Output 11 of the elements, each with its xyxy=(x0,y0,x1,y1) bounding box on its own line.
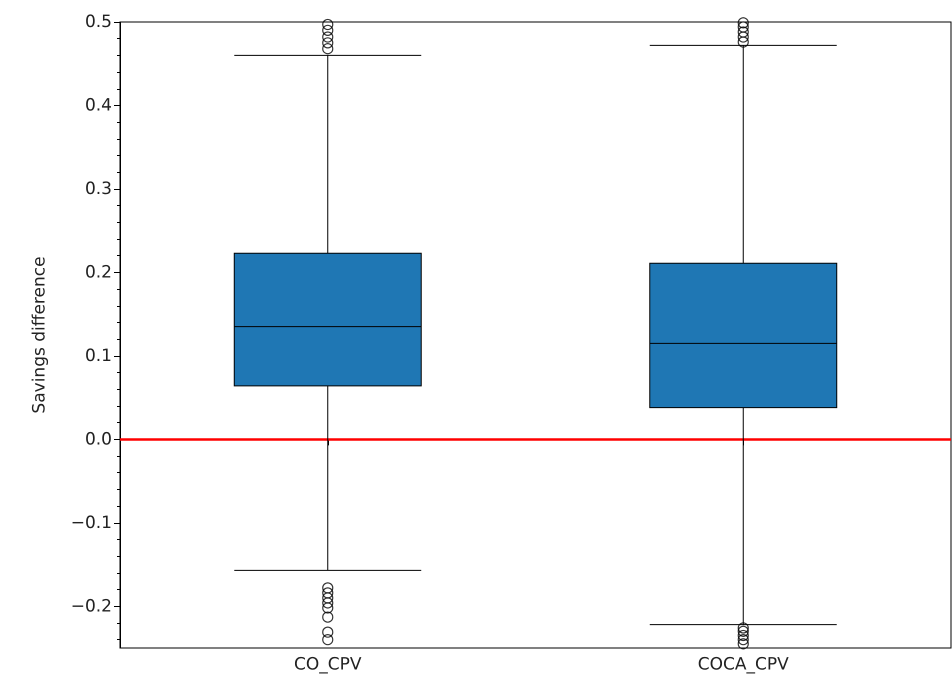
y-tick-label: −0.2 xyxy=(70,596,112,616)
x-tick-label: CO_CPV xyxy=(294,654,362,674)
y-tick-label: 0.3 xyxy=(84,178,112,199)
x-tick-label: COCA_CPV xyxy=(698,654,790,674)
y-tick-label: 0.1 xyxy=(84,346,112,366)
y-axis-title: Savings difference xyxy=(30,256,50,414)
y-tick-label: 0.4 xyxy=(84,95,112,116)
y-tick-label: −0.1 xyxy=(70,512,112,533)
y-tick-label: 0.2 xyxy=(84,262,112,282)
y-tick-label: 0.0 xyxy=(84,429,112,450)
y-tick-label: 0.5 xyxy=(84,12,112,32)
